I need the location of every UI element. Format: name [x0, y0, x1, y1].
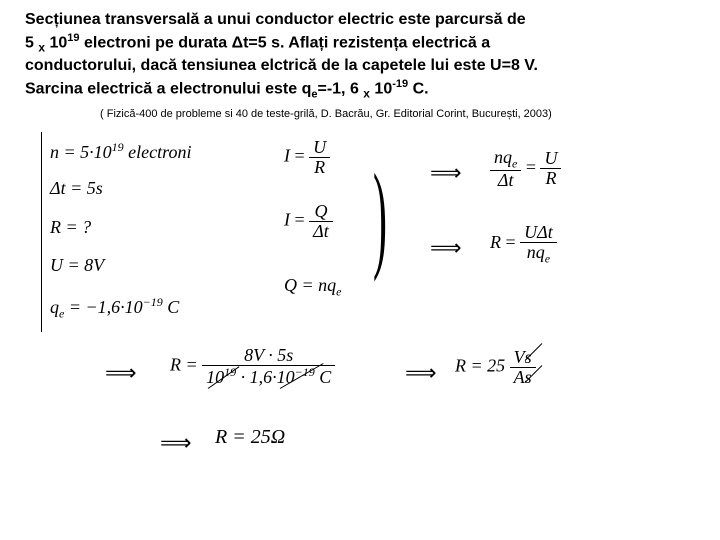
arrow-1: ⟹ [430, 160, 462, 186]
given-divider [41, 132, 42, 332]
problem-l2b: 10 [45, 34, 67, 51]
given-U: U = 8V [50, 255, 104, 276]
problem-l2sup: 19 [67, 32, 79, 44]
arrow-5: ⟹ [160, 430, 192, 456]
eq-R-numeric: R = 8V · 5s 1019 · 1,6·10−19 C [170, 346, 335, 387]
eq-R-UDt-nqe: R = UΔtnqe [490, 223, 557, 265]
given-R: R = ? [50, 217, 91, 238]
given-dt: Δt = 5s [50, 178, 103, 199]
problem-l4d: C. [408, 80, 428, 97]
work-area: n = 5·1019 electroni Δt = 5s R = ? U = 8… [0, 120, 720, 500]
given-n: n = 5·1019 electroni [50, 140, 191, 163]
problem-l4sup2: -19 [392, 78, 408, 90]
eq-final: R = 25Ω [215, 426, 285, 449]
eq-I-UR: I = UR [284, 138, 330, 177]
arrow-4: ⟹ [405, 360, 437, 386]
eq-Q-nqe: Q = nqe [284, 275, 341, 300]
eq-I-Qdt: I = QΔt [284, 202, 333, 241]
problem-l1: Secțiunea transversală a unui conductor … [25, 11, 526, 28]
problem-l3: conductorului, dacă tensiunea elctrică d… [25, 57, 538, 74]
problem-l4b: =-1, 6 [317, 80, 363, 97]
eq-R-25-Vs-As: R = 25 VsAs [455, 348, 536, 387]
problem-l2c: electroni pe durata Δt=5 s. Aflați rezis… [80, 34, 491, 51]
arrow-3: ⟹ [105, 360, 137, 386]
problem-l4c: 10 [370, 80, 392, 97]
eq-nqe-dt-UR: nqeΔt = UR [490, 148, 561, 190]
problem-statement: Secțiunea transversală a unui conductor … [0, 0, 720, 102]
x2: x [363, 86, 370, 100]
problem-l4a: Sarcina electrică a electronului este q [25, 80, 311, 97]
given-qe: qe = −1,6·10−19 C [50, 295, 179, 322]
arrow-2: ⟹ [430, 235, 462, 261]
citation: ( Fizică-400 de probleme si 40 de teste-… [0, 102, 720, 120]
problem-l2a: 5 [25, 34, 38, 51]
